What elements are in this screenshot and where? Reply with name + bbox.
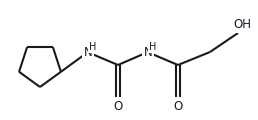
Text: OH: OH xyxy=(233,18,251,31)
Text: N: N xyxy=(84,45,92,59)
Text: O: O xyxy=(173,99,183,113)
Text: H: H xyxy=(149,42,157,52)
Text: H: H xyxy=(89,42,97,52)
Text: O: O xyxy=(113,99,123,113)
Text: N: N xyxy=(144,45,152,59)
